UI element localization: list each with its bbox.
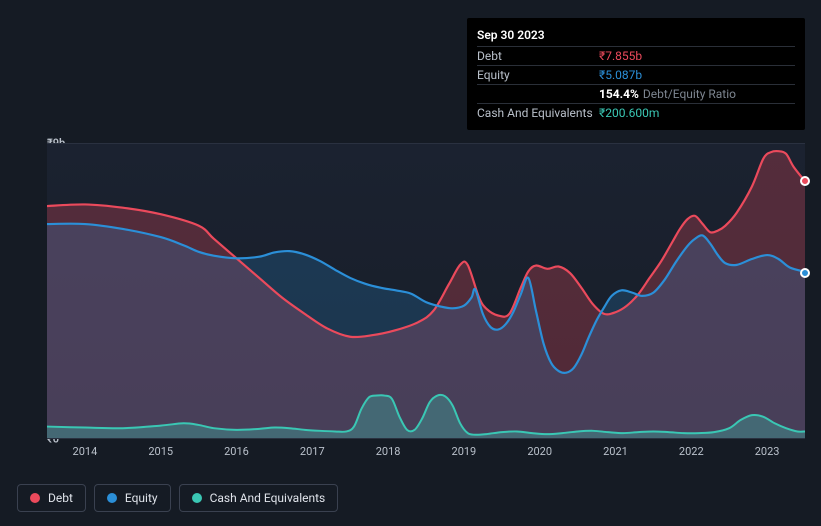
legend-item-equity[interactable]: Equity (94, 484, 171, 512)
chart-svg (47, 144, 805, 438)
x-axis: 2014201520162017201820192020202120222023 (47, 445, 805, 465)
legend-swatch-icon (192, 493, 202, 503)
chart-plot-area[interactable] (47, 143, 805, 439)
debt-equity-chart[interactable]: ₹9b ₹0 201420152016201720182019202020212… (17, 125, 807, 455)
chart-tooltip: Sep 30 2023 Debt ₹7.855b Equity ₹5.087b … (467, 18, 805, 130)
x-tick: 2020 (502, 445, 578, 465)
tooltip-ratio-value: 154.4% Debt/Equity Ratio (599, 87, 736, 101)
legend-label: Equity (125, 491, 158, 505)
tooltip-cash-value: ₹200.600m (599, 106, 659, 120)
x-tick: 2018 (350, 445, 426, 465)
legend-swatch-icon (107, 493, 117, 503)
legend-item-debt[interactable]: Debt (17, 484, 86, 512)
legend-label: Cash And Equivalents (210, 491, 326, 505)
x-tick: 2016 (199, 445, 275, 465)
tooltip-debt-label: Debt (477, 49, 599, 63)
x-tick: 2023 (729, 445, 805, 465)
marker-equity (800, 268, 810, 278)
tooltip-ratio-spacer (477, 87, 599, 101)
x-tick: 2017 (274, 445, 350, 465)
legend-label: Debt (48, 491, 73, 505)
legend-item-cash[interactable]: Cash And Equivalents (179, 484, 339, 512)
chart-legend: Debt Equity Cash And Equivalents (17, 484, 338, 512)
x-tick: 2015 (123, 445, 199, 465)
tooltip-ratio-pct: 154.4% (599, 87, 639, 101)
tooltip-debt-value: ₹7.855b (599, 49, 642, 63)
tooltip-ratio-label: Debt/Equity Ratio (643, 87, 736, 101)
x-tick: 2014 (47, 445, 123, 465)
tooltip-cash-label: Cash And Equivalents (477, 106, 599, 120)
legend-swatch-icon (30, 493, 40, 503)
marker-debt (800, 176, 810, 186)
x-tick: 2022 (653, 445, 729, 465)
tooltip-equity-label: Equity (477, 68, 599, 82)
tooltip-equity-value: ₹5.087b (599, 68, 642, 82)
x-tick: 2019 (426, 445, 502, 465)
tooltip-date: Sep 30 2023 (477, 28, 545, 42)
x-tick: 2021 (578, 445, 654, 465)
